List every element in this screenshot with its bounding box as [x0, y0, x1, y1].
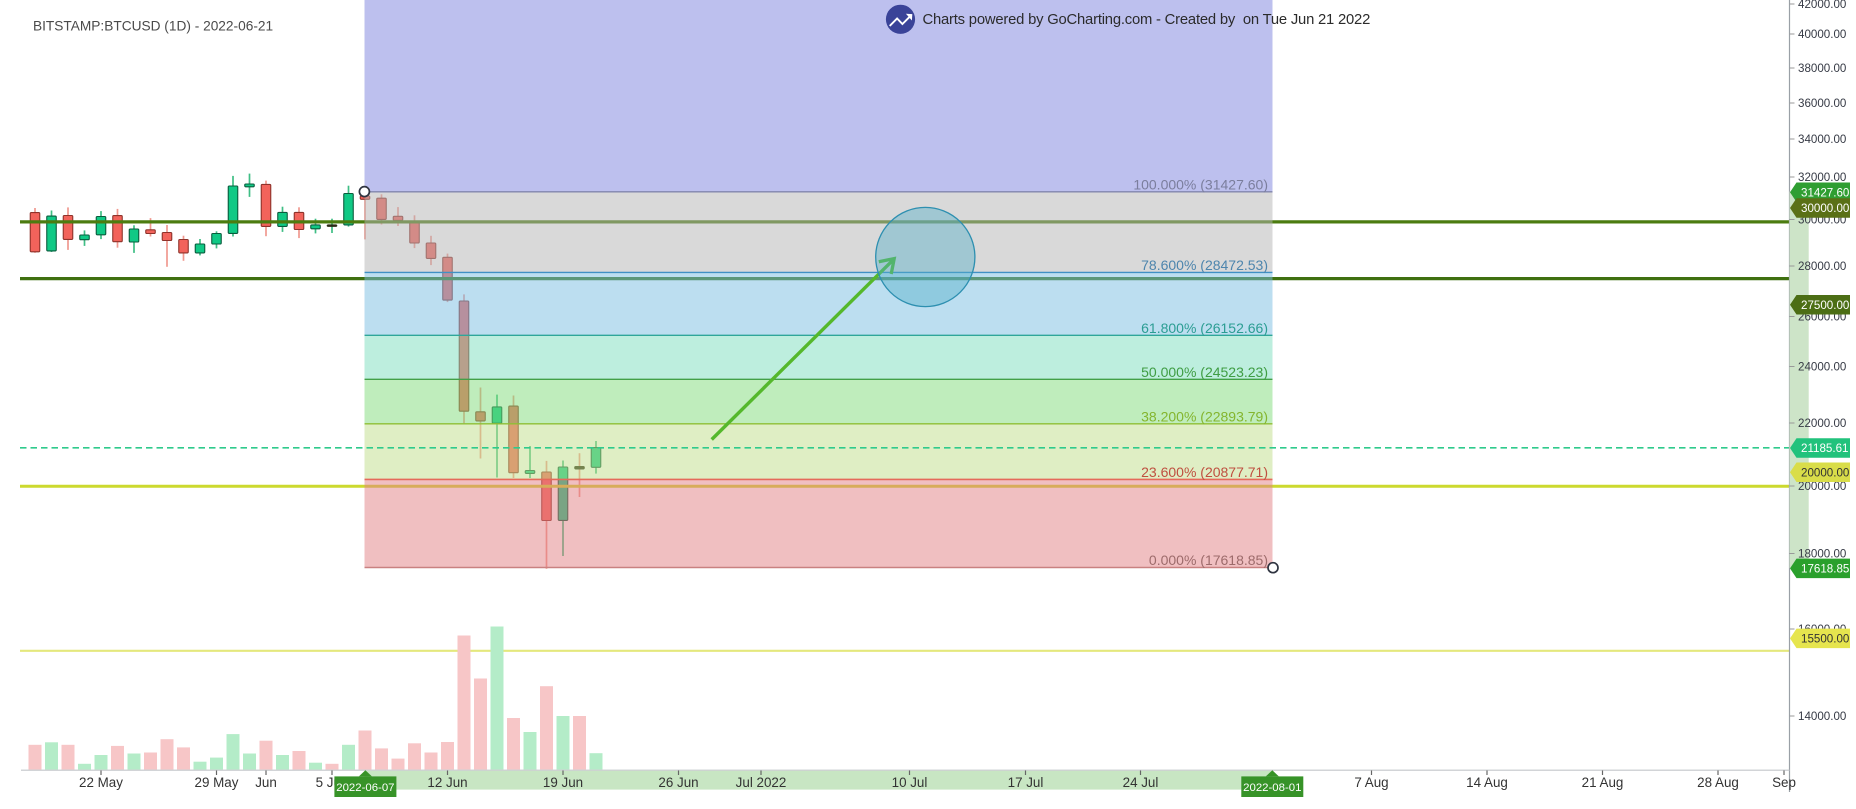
svg-text:21185.61: 21185.61 — [1801, 442, 1849, 455]
svg-text:38000.00: 38000.00 — [1798, 62, 1846, 75]
svg-text:24 Jul: 24 Jul — [1123, 775, 1159, 790]
svg-text:2022-08-01: 2022-08-01 — [1243, 782, 1301, 794]
svg-text:31427.60: 31427.60 — [1801, 186, 1849, 199]
svg-text:61.800% (26152.66): 61.800% (26152.66) — [1141, 320, 1268, 336]
svg-text:2022-06-07: 2022-06-07 — [336, 782, 394, 794]
svg-text:28000.00: 28000.00 — [1798, 260, 1846, 273]
svg-text:20000.00: 20000.00 — [1801, 467, 1849, 480]
svg-text:BITSTAMP:BTCUSD (1D) - 2022-06: BITSTAMP:BTCUSD (1D) - 2022-06-21 — [33, 18, 273, 33]
svg-text:42000.00: 42000.00 — [1798, 0, 1846, 11]
svg-text:Jul 2022: Jul 2022 — [736, 775, 787, 790]
svg-text:14000.00: 14000.00 — [1798, 710, 1846, 723]
svg-text:10 Jul: 10 Jul — [892, 775, 928, 790]
svg-text:28 Aug: 28 Aug — [1697, 775, 1739, 790]
svg-text:21 Aug: 21 Aug — [1582, 775, 1624, 790]
svg-text:36000.00: 36000.00 — [1798, 97, 1846, 110]
svg-text:23.600% (20877.71): 23.600% (20877.71) — [1141, 464, 1268, 480]
svg-text:26 Jun: 26 Jun — [658, 775, 698, 790]
svg-text:22000.00: 22000.00 — [1798, 417, 1846, 430]
svg-text:18000.00: 18000.00 — [1798, 548, 1846, 561]
svg-text:Sep: Sep — [1772, 775, 1796, 790]
svg-text:19 Jun: 19 Jun — [543, 775, 583, 790]
svg-text:78.600% (28472.53): 78.600% (28472.53) — [1141, 257, 1268, 273]
svg-text:17 Jul: 17 Jul — [1008, 775, 1044, 790]
svg-text:24000.00: 24000.00 — [1798, 361, 1846, 374]
svg-text:22 May: 22 May — [79, 775, 123, 790]
svg-text:38.200% (22893.79): 38.200% (22893.79) — [1141, 408, 1268, 424]
svg-text:40000.00: 40000.00 — [1798, 28, 1846, 41]
svg-text:20000.00: 20000.00 — [1798, 480, 1846, 493]
svg-text:14 Aug: 14 Aug — [1466, 775, 1508, 790]
svg-text:30000.00: 30000.00 — [1801, 202, 1849, 215]
svg-text:50.000% (24523.23): 50.000% (24523.23) — [1141, 364, 1268, 380]
svg-text:7 Aug: 7 Aug — [1354, 775, 1388, 790]
svg-text:100.000% (31427.60): 100.000% (31427.60) — [1133, 176, 1268, 192]
svg-text:17618.85: 17618.85 — [1801, 563, 1849, 576]
svg-text:0.000% (17618.85): 0.000% (17618.85) — [1149, 552, 1268, 568]
svg-text:29 May: 29 May — [195, 775, 239, 790]
svg-text:Charts powered by GoCharting.c: Charts powered by GoCharting.com - Creat… — [923, 12, 1371, 28]
svg-text:15500.00: 15500.00 — [1801, 633, 1849, 646]
svg-text:34000.00: 34000.00 — [1798, 133, 1846, 146]
svg-text:27500.00: 27500.00 — [1801, 299, 1849, 312]
svg-text:32000.00: 32000.00 — [1798, 171, 1846, 184]
svg-text:Jun: Jun — [255, 775, 277, 790]
svg-text:12 Jun: 12 Jun — [427, 775, 467, 790]
